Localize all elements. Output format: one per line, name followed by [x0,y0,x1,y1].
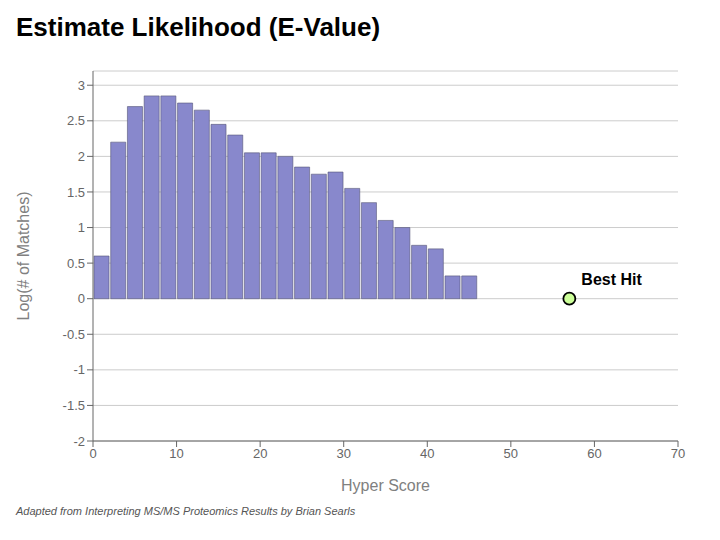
svg-text:2.5: 2.5 [67,113,85,128]
svg-text:50: 50 [504,446,518,461]
html-text:Adapted from Interpreting MS/M: Adapted from Interpreting MS/MS Proteomi… [16,505,356,517]
svg-text:Best Hit: Best Hit [581,271,642,288]
svg-text:0: 0 [78,291,85,306]
svg-text:Hyper Score: Hyper Score [341,477,430,494]
svg-text:-0.5: -0.5 [63,327,85,342]
svg-text:2: 2 [78,149,85,164]
svg-text:20: 20 [253,446,267,461]
svg-text:40: 40 [420,446,434,461]
svg-text:-2: -2 [73,434,85,449]
svg-text:30: 30 [336,446,350,461]
svg-text:Log(# of Matches): Log(# of Matches) [15,192,32,321]
svg-text:10: 10 [169,446,183,461]
svg-text:-1: -1 [73,362,85,377]
svg-text:1.5: 1.5 [67,185,85,200]
svg-text:0.5: 0.5 [67,256,85,271]
svg-text:70: 70 [671,446,685,461]
svg-text:0: 0 [89,446,96,461]
svg-text:3: 3 [78,78,85,93]
svg-text:60: 60 [587,446,601,461]
svg-text:1: 1 [78,220,85,235]
svg-text:-1.5: -1.5 [63,398,85,413]
html-text:Estimate Likelihood (E-Value): Estimate Likelihood (E-Value) [16,12,381,42]
